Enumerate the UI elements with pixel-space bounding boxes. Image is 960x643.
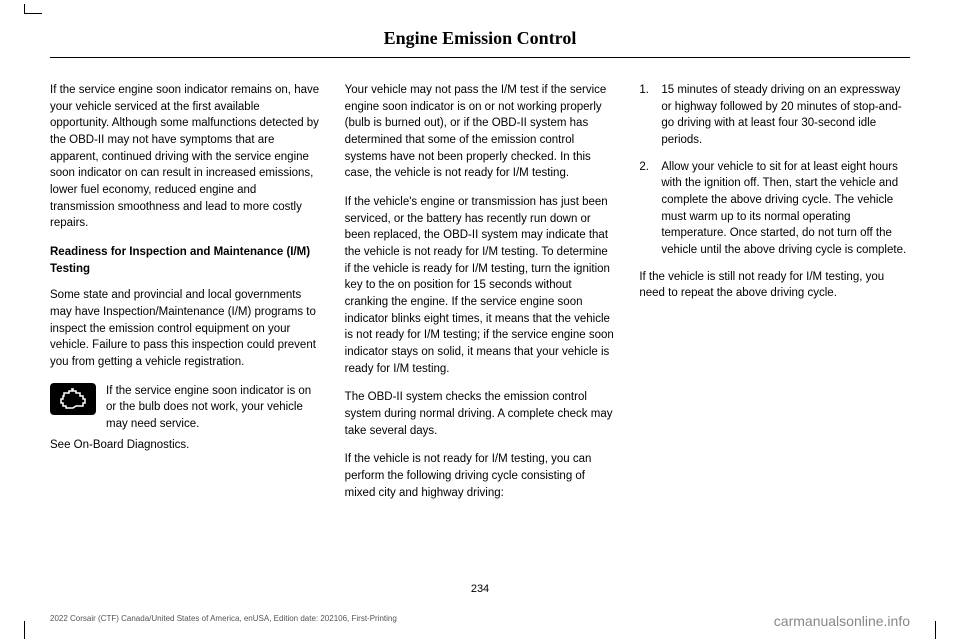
crop-mark: [24, 4, 42, 14]
body-text: If the vehicle's engine or transmission …: [345, 194, 616, 377]
footer-watermark: carmanualsonline.info: [774, 613, 910, 629]
body-text: Your vehicle may not pass the I/M test i…: [345, 82, 616, 182]
engine-icon: [50, 383, 96, 415]
body-text: If the vehicle is not ready for I/M test…: [345, 451, 616, 501]
page-title: Engine Emission Control: [50, 28, 910, 49]
column-3: 1. 15 minutes of steady driving on an ex…: [639, 82, 910, 513]
list-text: Allow your vehicle to sit for at least e…: [661, 159, 910, 259]
column-1: If the service engine soon indicator rem…: [50, 82, 321, 513]
list-item: 2. Allow your vehicle to sit for at leas…: [639, 159, 910, 259]
body-text: If the service engine soon indicator rem…: [50, 82, 321, 232]
crop-mark: [926, 621, 936, 639]
list-number: 1.: [639, 82, 661, 149]
body-text: Some state and provincial and local gove…: [50, 287, 321, 370]
content-area: If the service engine soon indicator rem…: [50, 82, 910, 513]
list-number: 2.: [639, 159, 661, 259]
body-text: The OBD-II system checks the emission co…: [345, 389, 616, 439]
list-item: 1. 15 minutes of steady driving on an ex…: [639, 82, 910, 149]
list-text: 15 minutes of steady driving on an expre…: [661, 82, 910, 149]
body-text: See On-Board Diagnostics.: [50, 437, 321, 454]
page-header: Engine Emission Control: [50, 28, 910, 58]
column-2: Your vehicle may not pass the I/M test i…: [345, 82, 616, 513]
page-number: 234: [471, 583, 489, 595]
icon-callout: If the service engine soon indicator is …: [50, 383, 321, 433]
footer-edition: 2022 Corsair (CTF) Canada/United States …: [50, 614, 397, 623]
body-text: If the vehicle is still not ready for I/…: [639, 269, 910, 302]
subheading: Readiness for Inspection and Maintenance…: [50, 244, 321, 277]
icon-text: If the service engine soon indicator is …: [106, 383, 321, 433]
crop-mark: [24, 621, 34, 639]
